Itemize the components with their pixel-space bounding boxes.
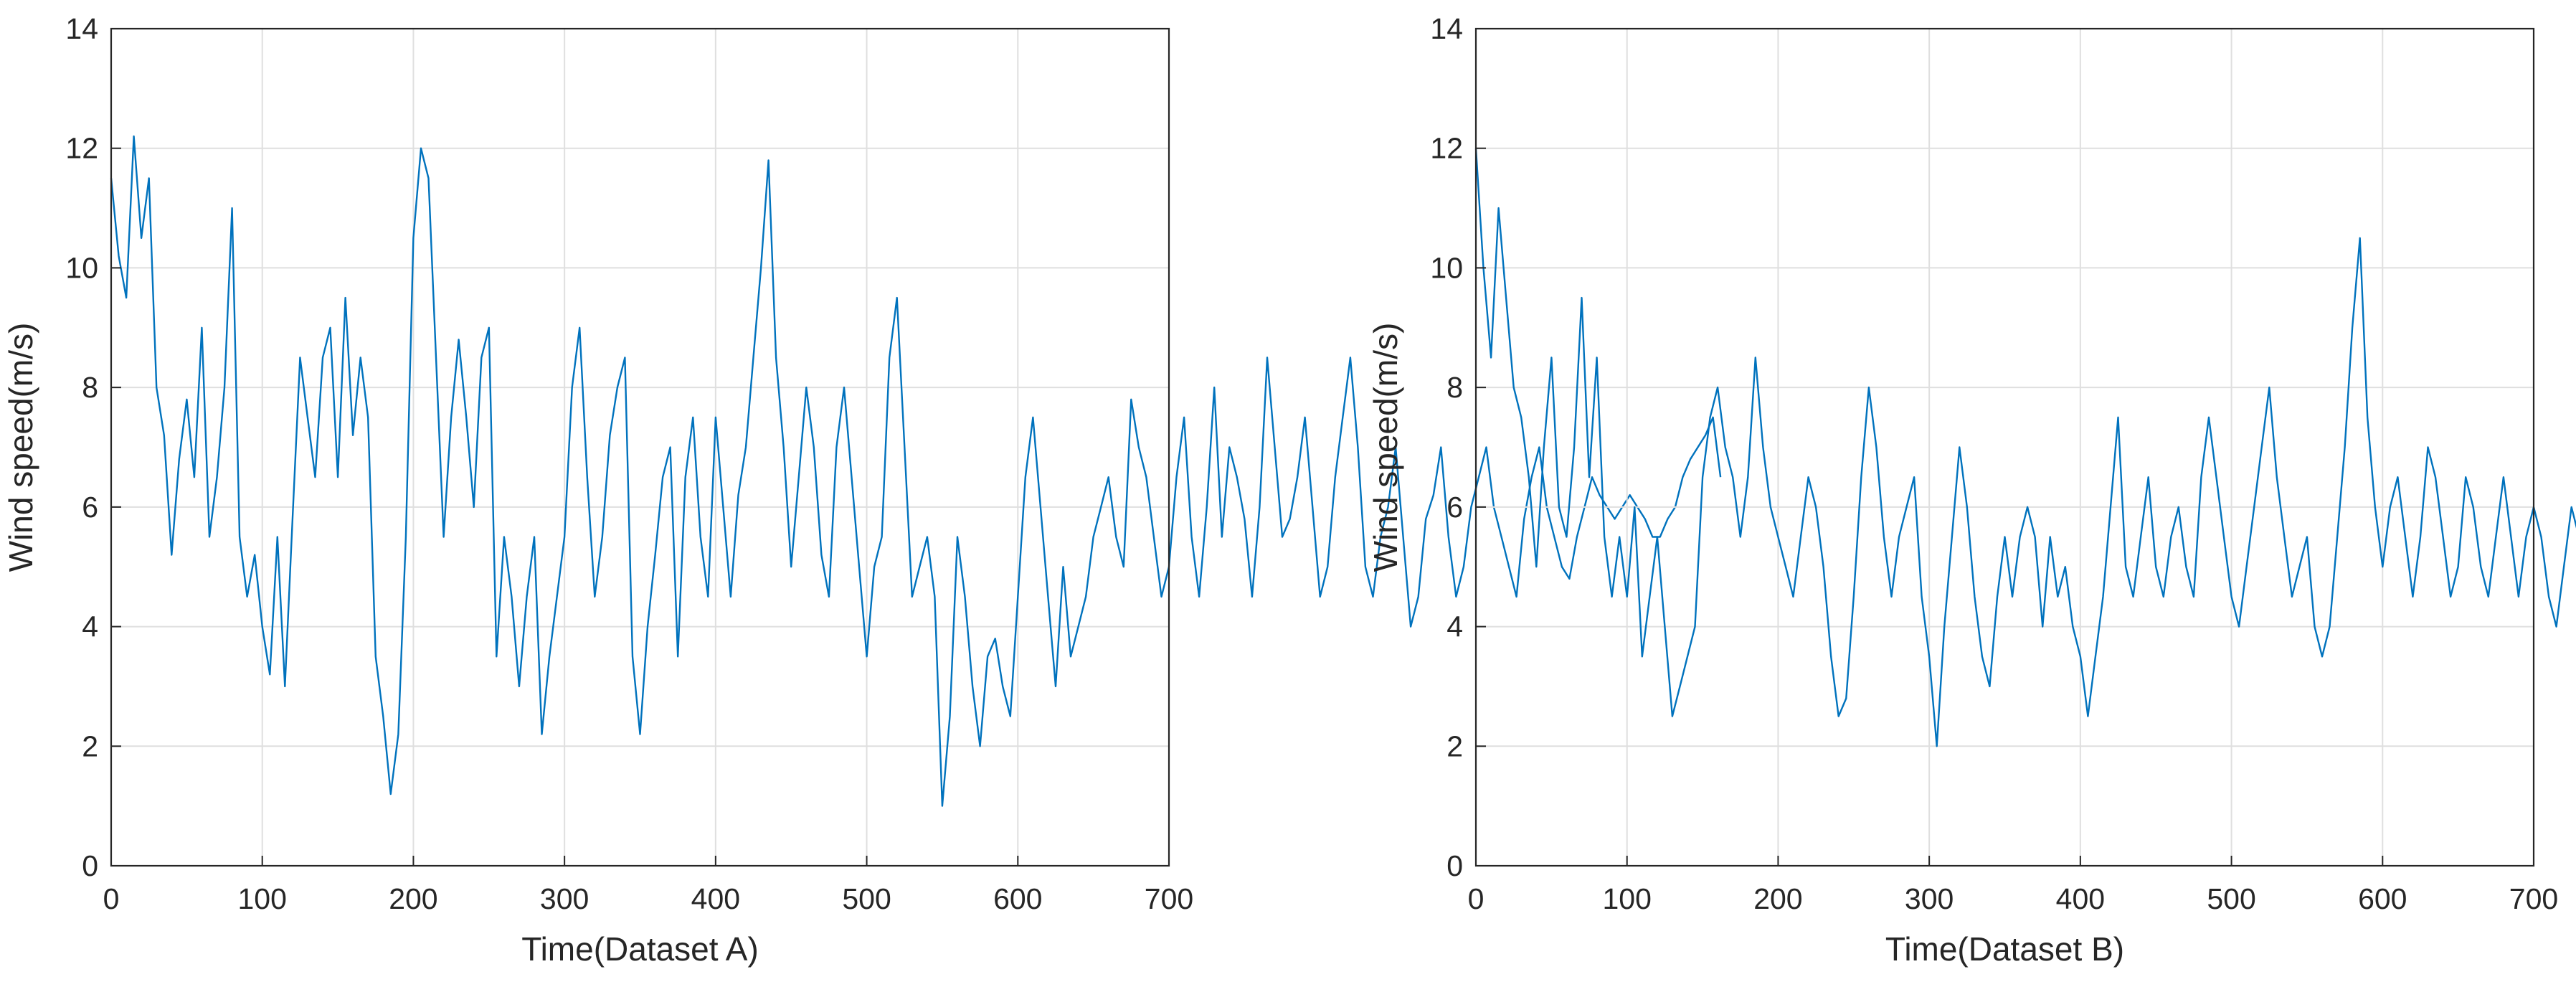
x-tick-label: 100	[1603, 882, 1652, 915]
x-tick-label: 0	[1468, 882, 1484, 915]
x-tick-label: 100	[238, 882, 287, 915]
x-axis-label: Time(Dataset B)	[1885, 930, 2124, 968]
y-axis-label: Wind speed(m/s)	[2, 323, 39, 572]
series-line-1	[110, 135, 1722, 807]
y-tick-label: 12	[65, 132, 98, 165]
chart-panel-1: 0 100 200 300 400 500 600 70002468101214Time(Da…	[2, 12, 1722, 968]
y-tick-label: 12	[1430, 132, 1463, 165]
y-tick-label: 0	[1446, 849, 1463, 882]
y-tick-label: 10	[1430, 251, 1463, 284]
x-tick-label: 200	[389, 882, 437, 915]
series-line-1	[1474, 148, 2576, 747]
y-tick-label: 2	[82, 729, 98, 762]
y-tick-label: 0	[82, 849, 98, 882]
y-tick-label: 14	[65, 12, 98, 45]
x-tick-label: 500	[842, 882, 891, 915]
x-tick-label: 500	[2207, 882, 2255, 915]
x-tick-label: 200	[1753, 882, 1802, 915]
x-tick-label: 300	[540, 882, 589, 915]
x-tick-label: 400	[691, 882, 740, 915]
x-tick-label: 700	[1145, 882, 1193, 915]
y-tick-label: 6	[1446, 491, 1463, 524]
axes-box	[1474, 27, 2535, 867]
x-tick-label: 600	[993, 882, 1042, 915]
y-tick-label: 4	[1446, 610, 1463, 643]
y-tick-label: 4	[82, 610, 98, 643]
y-tick-label: 2	[1446, 729, 1463, 762]
y-tick-label: 14	[1430, 12, 1463, 45]
x-tick-label: 0	[103, 882, 120, 915]
x-tick-label: 600	[2358, 882, 2407, 915]
x-tick-label: 400	[2056, 882, 2105, 915]
x-tick-label: 700	[2509, 882, 2558, 915]
axes-box	[110, 27, 1170, 867]
y-tick-label: 6	[82, 491, 98, 524]
x-axis-label: Time(Dataset A)	[521, 930, 759, 968]
x-tick-label: 300	[1905, 882, 1954, 915]
y-tick-label: 8	[1446, 371, 1463, 404]
y-tick-label: 8	[82, 371, 98, 404]
y-axis-label: Wind speed(m/s)	[1367, 323, 1404, 572]
chart-panel-2: 0 100 200 300 400 500 600 700 0 2 4 6 8 10 12 14 Time(Da…	[1367, 12, 2576, 968]
y-tick-label: 10	[65, 251, 98, 284]
